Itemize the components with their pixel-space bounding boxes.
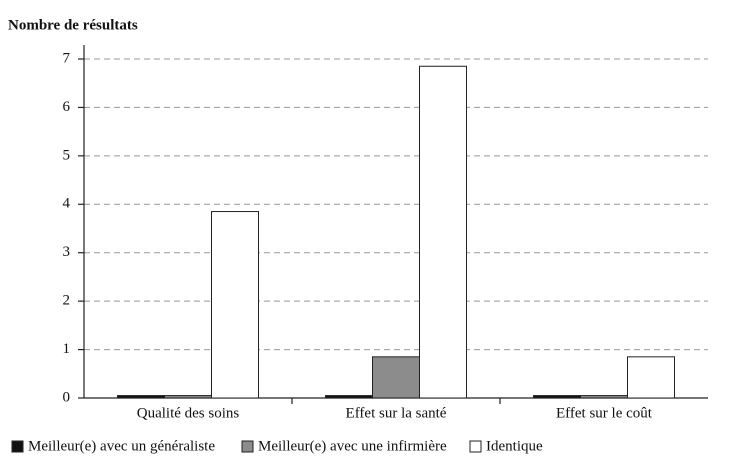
legend-swatch xyxy=(241,440,254,453)
legend-label: Meilleur(e) avec une infirmière xyxy=(258,438,447,454)
x-tick-label: Qualité des soins xyxy=(137,405,240,421)
y-tick-label: 4 xyxy=(63,196,71,212)
bar xyxy=(627,356,675,399)
bar xyxy=(117,395,165,399)
x-tick-label: Effet sur la santé xyxy=(346,405,447,421)
bar xyxy=(419,65,467,399)
y-tick-label: 6 xyxy=(63,99,71,115)
bar xyxy=(580,395,628,399)
y-axis-label: Nombre de résultats xyxy=(8,17,138,33)
y-tick-label: 7 xyxy=(63,50,71,66)
y-tick-label: 1 xyxy=(63,341,71,357)
legend-label: Identique xyxy=(486,438,543,454)
bar xyxy=(533,395,581,399)
bar xyxy=(372,356,420,399)
legend-label: Meilleur(e) avec un généraliste xyxy=(28,438,215,454)
y-tick-label: 3 xyxy=(63,244,71,260)
bar xyxy=(325,395,373,399)
legend-swatch xyxy=(11,440,24,453)
y-tick-label: 0 xyxy=(63,389,71,405)
legend-swatch xyxy=(469,440,482,453)
x-tick-label: Effet sur le coût xyxy=(556,405,653,421)
y-tick-label: 2 xyxy=(63,293,71,309)
bar xyxy=(211,211,259,399)
bar xyxy=(164,395,212,399)
y-tick-label: 5 xyxy=(63,147,71,163)
